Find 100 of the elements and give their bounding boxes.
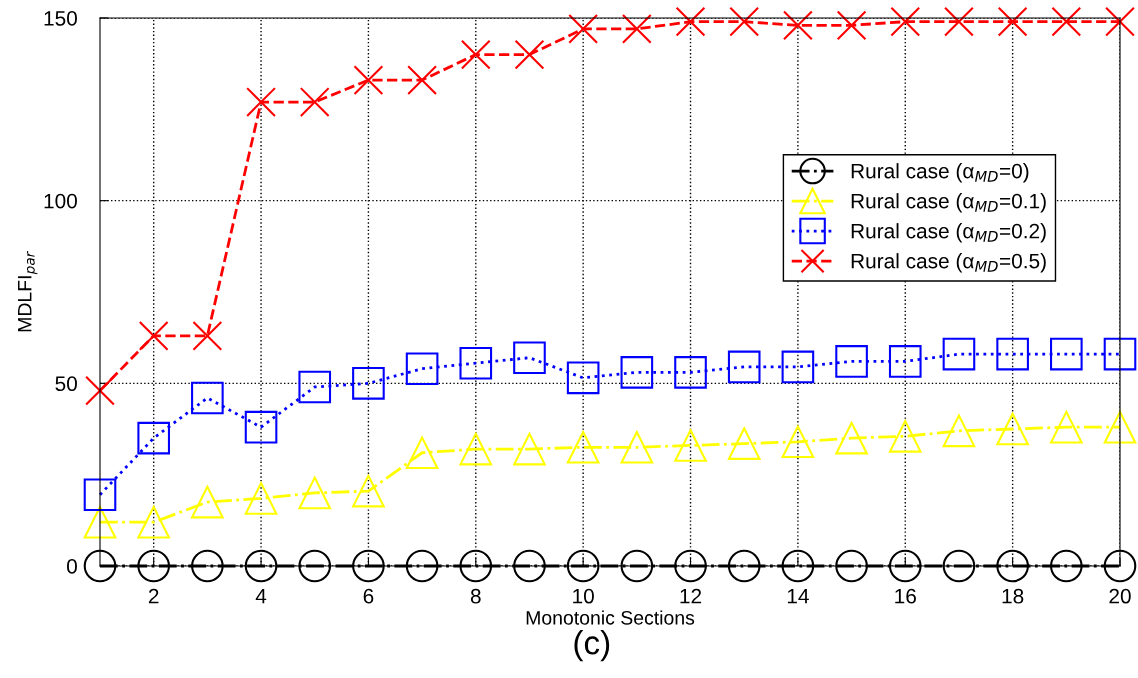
point (137, 505, 170, 539)
x-tick-label: 20 (1109, 588, 1131, 604)
point (405, 436, 439, 470)
point (352, 367, 385, 400)
point (1050, 549, 1083, 583)
point (191, 381, 224, 415)
legend-label: Rural case (α$_{MD}$=0.2) (851, 223, 1046, 243)
x-tick-label: 16 (895, 588, 916, 604)
point (1103, 337, 1137, 371)
x-tick-label: 18 (1002, 588, 1024, 604)
point (727, 549, 761, 583)
point (137, 549, 170, 583)
point (85, 375, 115, 406)
text: (c) (574, 630, 610, 662)
point (890, 6, 921, 37)
point (83, 505, 117, 539)
point (352, 474, 385, 508)
point (836, 10, 867, 41)
point (942, 337, 976, 371)
x-tick-label: 8 (470, 588, 481, 604)
point (405, 352, 439, 386)
point (727, 350, 761, 384)
x-tick-label: 4 (255, 588, 267, 604)
point (781, 549, 815, 583)
point (1103, 549, 1137, 583)
point (299, 87, 330, 117)
point (83, 478, 117, 512)
point (513, 549, 546, 583)
point (888, 345, 922, 378)
point (1050, 410, 1083, 444)
point (246, 87, 276, 117)
point (835, 345, 868, 378)
x-axis-title: Monotonic Sections (526, 610, 695, 625)
point (566, 549, 600, 583)
point (352, 549, 385, 583)
point (298, 370, 332, 404)
point (674, 356, 707, 389)
point (191, 549, 224, 583)
point (996, 549, 1029, 583)
point (782, 10, 813, 41)
point (244, 410, 278, 444)
x-tick-label: 12 (680, 588, 702, 604)
point (727, 427, 761, 460)
point (674, 549, 707, 583)
point (620, 356, 654, 389)
legend-label: Rural case (α$_{MD}$=0.5) (851, 253, 1046, 273)
legend-label: Rural case (α$_{MD}$=0.1) (851, 193, 1046, 213)
point (1103, 410, 1137, 444)
point (459, 432, 493, 466)
point (460, 39, 491, 70)
y-axis-title: MDLFI$_{par}$ (18, 251, 38, 332)
point (621, 14, 652, 44)
y-tick-label: 100 (44, 193, 77, 209)
point (244, 549, 278, 583)
y-tick-label: 50 (55, 376, 77, 392)
point (138, 320, 169, 351)
point (459, 549, 493, 583)
point (568, 14, 599, 44)
y-tick-label: 0 (67, 559, 77, 574)
point (244, 482, 278, 515)
x-tick-label: 14 (787, 588, 809, 604)
point (353, 65, 384, 96)
point (1050, 337, 1083, 371)
point (298, 476, 332, 510)
point (1105, 6, 1135, 37)
point (729, 6, 760, 37)
point (459, 346, 493, 380)
legend-label: Rural case (α$_{MD}$=0) (851, 163, 1029, 183)
point (83, 549, 117, 583)
point (944, 6, 974, 37)
point (513, 341, 546, 375)
point (566, 430, 600, 464)
point (835, 421, 868, 455)
point (514, 39, 545, 70)
point (192, 320, 223, 351)
point (513, 432, 546, 466)
point (942, 414, 976, 448)
point (888, 419, 922, 453)
point (620, 430, 654, 464)
point (407, 65, 438, 96)
point (997, 6, 1028, 37)
point (137, 421, 170, 455)
point (1051, 6, 1082, 37)
point (675, 6, 706, 37)
x-tick-label: 10 (573, 588, 594, 604)
point (781, 350, 815, 384)
point (996, 412, 1029, 446)
point (835, 549, 868, 583)
point (996, 337, 1029, 371)
point (674, 429, 707, 462)
x-tick-label: 6 (363, 588, 374, 604)
point (566, 361, 600, 395)
point (405, 549, 439, 583)
point (298, 549, 332, 583)
point (888, 549, 922, 583)
y-tick-label: 150 (44, 11, 77, 26)
point (781, 425, 815, 459)
point (942, 549, 976, 583)
point (620, 549, 654, 583)
point (191, 485, 224, 519)
